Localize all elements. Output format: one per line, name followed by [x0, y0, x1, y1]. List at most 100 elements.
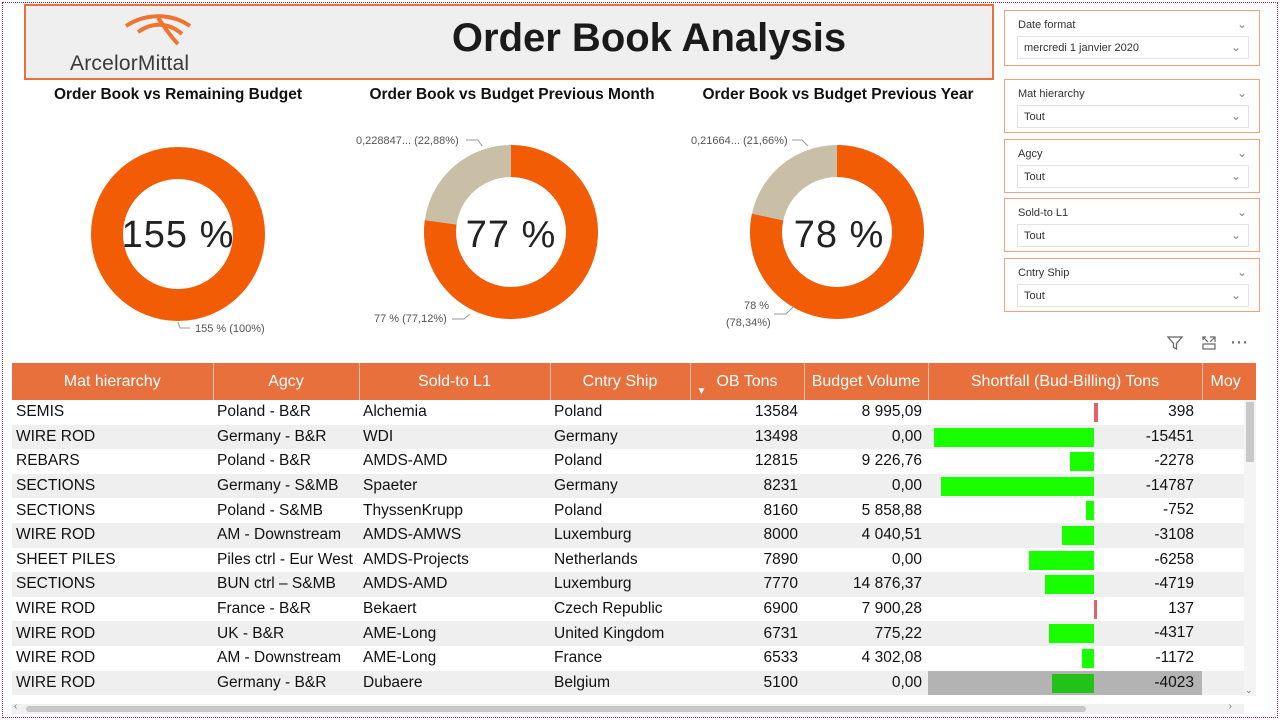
cell-ob-tons: 6900	[763, 600, 798, 618]
chevron-down-icon[interactable]: ⌄	[1236, 205, 1247, 219]
scrollbar-thumb[interactable]	[1246, 402, 1254, 462]
cell-ob-tons: 8160	[763, 501, 798, 519]
cell-cntry-ship: Netherlands	[554, 550, 638, 568]
more-options-icon[interactable]: ⋯	[1230, 332, 1249, 352]
logo-text: ArcelorMittal	[70, 52, 190, 75]
slicer-dropdown[interactable]: Tout ⌄	[1017, 105, 1249, 128]
cell-shortfall: -4317	[928, 621, 1202, 646]
chevron-down-icon[interactable]: ⌄	[1236, 146, 1247, 160]
cell-ob-tons: 13584	[754, 403, 798, 421]
table-row[interactable]: REBARS Poland - B&R AMDS-AMD Poland 12815 9 2…	[12, 449, 1256, 474]
table-row[interactable]: SECTIONS BUN ctrl – S&MB AMDS-AMD Luxemburg…	[12, 572, 1256, 597]
donut-chart	[750, 139, 924, 319]
vertical-scrollbar[interactable]: ⌄	[1244, 400, 1256, 696]
shortfall-value: -4719	[1154, 575, 1194, 593]
cell-ob-tons: 5100	[690, 670, 804, 696]
column-header-agcy[interactable]: Agcy	[213, 363, 360, 400]
cell-sold-to: Alchemia	[363, 403, 427, 421]
filter-icon[interactable]	[1166, 334, 1184, 357]
slicer-dropdown[interactable]: Tout ⌄	[1017, 284, 1249, 307]
cell-mat-hierarchy: WIRE ROD	[16, 600, 96, 618]
table-row[interactable]: SECTIONS Poland - S&MB ThyssenKrupp Poland 8…	[12, 498, 1256, 523]
donut-budget-previous-year[interactable]: Order Book vs Budget Previous Year 78 % …	[678, 84, 998, 344]
focus-mode-icon[interactable]	[1200, 334, 1218, 357]
slicer-cntry-ship[interactable]: Cntry Ship ⌄ Tout ⌄	[1004, 258, 1260, 312]
scrollbar-thumb[interactable]	[26, 706, 1086, 712]
leader-line	[177, 321, 190, 329]
table-row[interactable]: WIRE ROD AM - Downstream AMDS-AMWS Luxembur…	[12, 522, 1256, 548]
cell-ob-tons: 6731	[690, 621, 804, 646]
shortfall-bar	[1045, 575, 1094, 595]
table-row[interactable]: SHEET PILES Piles ctrl - Eur West AMDS-Pro…	[12, 548, 1256, 573]
column-header-ob-tons[interactable]: OB Tons ▼	[690, 363, 805, 400]
cell-cntry-ship: Germany	[550, 424, 690, 450]
chevron-down-icon[interactable]: ⌄	[1236, 86, 1247, 100]
cell-sold-to: AMDS-Projects	[363, 550, 469, 568]
table-row[interactable]: WIRE ROD France - B&R Bekaert Czech Republi…	[12, 597, 1256, 622]
slicer-value: Tout	[1024, 230, 1045, 242]
cell-mat-hierarchy: WIRE ROD	[16, 649, 96, 667]
cell-ob-tons: 12815	[754, 452, 798, 470]
cell-agcy: Piles ctrl - Eur West	[217, 550, 353, 568]
cell-budget-volume: 7 900,28	[861, 600, 922, 618]
slicer-dropdown[interactable]: mercredi 1 janvier 2020 ⌄	[1017, 36, 1249, 59]
slicer-dropdown[interactable]: Tout ⌄	[1017, 224, 1249, 247]
chevron-left-icon[interactable]: ‹	[14, 701, 18, 712]
chevron-down-icon[interactable]: ⌄	[1230, 169, 1241, 183]
shortfall-bar	[1049, 624, 1094, 644]
chevron-down-icon[interactable]: ⌄	[1236, 17, 1247, 31]
table-row[interactable]: SEMIS Poland - B&R Alchemia Poland 13584 8 99…	[12, 400, 1256, 425]
table-row[interactable]: WIRE ROD Germany - B&R WDI Germany 13498 0,00…	[12, 424, 1256, 450]
table-row[interactable]: WIRE ROD Germany - B&R Dubaere Belgium 5100 0…	[12, 670, 1256, 696]
cell-cntry-ship: Luxemburg	[550, 572, 690, 597]
cell-cntry-ship: Luxemburg	[550, 522, 690, 548]
order-book-table[interactable]: Mat hierarchy Agcy Sold-to L1 Cntry Ship…	[12, 363, 1256, 706]
cell-sold-to: AME-Long	[363, 649, 437, 667]
slicer-agcy[interactable]: Agcy ⌄ Tout ⌄	[1004, 139, 1260, 193]
leader-line	[792, 139, 809, 147]
slicer-mat-hierarchy[interactable]: Mat hierarchy ⌄ Tout ⌄	[1004, 79, 1260, 133]
cell-agcy: Germany - B&R	[213, 670, 359, 696]
table-row[interactable]: WIRE ROD UK - B&R AME-Long United Kingdom 67…	[12, 621, 1256, 646]
chevron-down-icon[interactable]: ⌄	[1230, 109, 1241, 123]
column-header-cntry-ship[interactable]: Cntry Ship	[550, 363, 691, 400]
cell-cntry-ship: Belgium	[550, 670, 690, 696]
column-header-budget-volume[interactable]: Budget Volume	[804, 363, 929, 400]
chevron-down-icon[interactable]: ⌄	[1236, 265, 1247, 279]
cell-mat-hierarchy: WIRE ROD	[12, 522, 213, 548]
column-header-sold-to-l1[interactable]: Sold-to L1	[359, 363, 551, 400]
cell-budget-volume: 0,00	[804, 473, 928, 499]
cell-ob-tons: 8231	[690, 473, 804, 499]
chevron-down-icon[interactable]: ⌄	[1245, 685, 1253, 695]
donut-remaining-budget[interactable]: Order Book vs Remaining Budget 155 % 155…	[18, 84, 338, 344]
cell-sold-to: AMDS-AMD	[363, 452, 448, 470]
chevron-down-icon[interactable]: ⌄	[1230, 228, 1241, 242]
column-header-mat-hierarchy[interactable]: Mat hierarchy	[12, 363, 214, 400]
column-header-shortfall[interactable]: Shortfall (Bud-Billing) Tons	[928, 363, 1203, 400]
chevron-down-icon[interactable]: ⌄	[1230, 288, 1241, 302]
donut-label-rest: 0,21664... (21,66%)	[691, 135, 788, 147]
cell-shortfall: -15451	[928, 424, 1202, 450]
chevron-right-icon[interactable]: ›	[1228, 701, 1232, 712]
table-row[interactable]: WIRE ROD AM - Downstream AME-Long France 653…	[12, 646, 1256, 671]
column-header-moy[interactable]: Moy	[1202, 363, 1256, 400]
cell-budget-volume: 0,00	[891, 550, 922, 568]
shortfall-bar	[1094, 403, 1099, 422]
slicer-dropdown[interactable]: Tout ⌄	[1017, 165, 1249, 188]
donut-budget-previous-month[interactable]: Order Book vs Budget Previous Month 77 %…	[352, 84, 672, 344]
sort-descending-icon: ▼	[696, 386, 707, 397]
donut-chart	[91, 147, 265, 329]
cell-shortfall: -4023	[928, 670, 1202, 696]
cell-sold-to: WDI	[359, 424, 550, 450]
donut-center-value: 155 %	[121, 214, 235, 256]
chevron-down-icon[interactable]: ⌄	[1230, 40, 1241, 54]
cell-sold-to: AME-Long	[359, 621, 550, 646]
table-row[interactable]: SECTIONS Germany - S&MB Spaeter Germany 8231…	[12, 473, 1256, 499]
donut-label-main: 77 % (77,12%)	[374, 313, 447, 325]
donut-title: Order Book vs Budget Previous Year	[702, 86, 974, 103]
slicer-date-format[interactable]: Date format ⌄ mercredi 1 janvier 2020 ⌄	[1004, 10, 1260, 66]
visual-toolbar: ⋯	[1166, 332, 1258, 357]
slicer-sold-to-l1[interactable]: Sold-to L1 ⌄ Tout ⌄	[1004, 198, 1260, 252]
horizontal-scrollbar[interactable]: ‹ ›	[12, 701, 1244, 714]
